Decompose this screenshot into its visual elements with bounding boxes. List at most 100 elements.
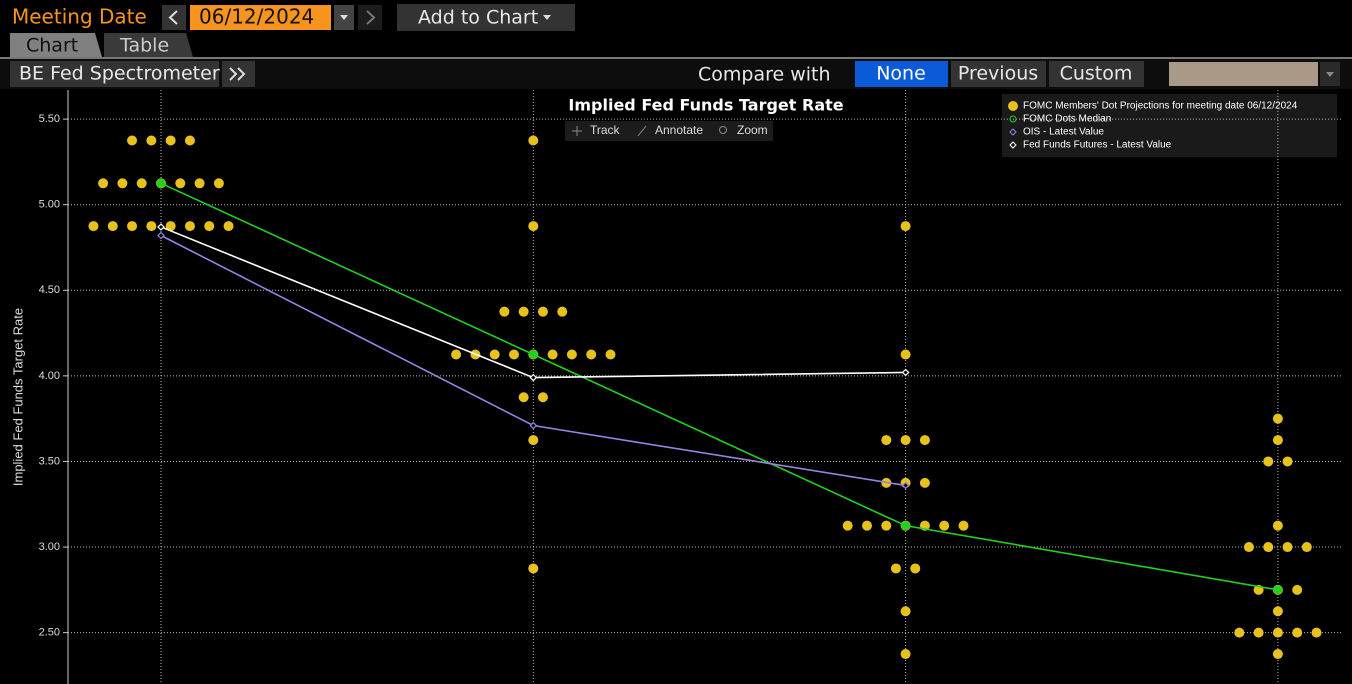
y-tick-label: 4.00	[39, 370, 60, 382]
dot	[518, 392, 529, 403]
dot	[528, 135, 539, 146]
dot	[165, 135, 176, 146]
dot	[537, 392, 548, 403]
compare-custom[interactable]	[1049, 61, 1144, 87]
dot	[107, 221, 118, 232]
dot	[900, 349, 911, 360]
dot	[213, 178, 224, 189]
y-axis-label: Implied Fed Funds Target Rate	[10, 308, 25, 486]
dot	[900, 606, 911, 617]
dropdown-icon	[1326, 72, 1334, 77]
chart: Implied Fed Funds Target Rate Implied Fe…	[10, 90, 1342, 684]
dropdown-icon	[543, 15, 551, 20]
dot	[528, 221, 539, 232]
dot	[900, 649, 911, 660]
dot	[1263, 542, 1274, 553]
dot	[842, 520, 853, 531]
date-input[interactable]	[190, 5, 331, 30]
tool-track[interactable]: Track	[590, 123, 621, 137]
legend-label: FOMC Members' Dot Projections for meetin…	[1023, 101, 1298, 112]
diamond-marker	[157, 223, 165, 231]
legend-label: OIS - Latest Value	[1023, 127, 1104, 138]
dot	[88, 221, 99, 232]
tab-chart[interactable]	[10, 33, 102, 57]
y-tick-label: 5.50	[39, 113, 60, 125]
prev-icon	[168, 10, 178, 25]
track-icon	[572, 126, 582, 136]
median-marker	[156, 178, 166, 188]
expand-icon	[229, 67, 246, 81]
dot	[900, 221, 911, 232]
function-name: BE Fed Spectrometer	[19, 63, 220, 85]
dot	[919, 435, 930, 446]
compare-option: Previous	[958, 63, 1038, 85]
y-tick-label: 3.00	[39, 541, 60, 553]
chart-toolbar	[565, 121, 773, 141]
dot	[1234, 627, 1245, 638]
dot	[223, 221, 234, 232]
diamond-marker	[901, 481, 910, 490]
dot	[1282, 542, 1293, 553]
dot	[1272, 606, 1283, 617]
function-box[interactable]	[10, 61, 219, 87]
dot	[509, 349, 519, 360]
dot	[919, 477, 930, 488]
dot	[1272, 435, 1283, 446]
dot	[586, 349, 597, 360]
dot	[566, 349, 577, 360]
tab-table[interactable]	[104, 33, 193, 57]
expand-button[interactable]	[222, 61, 255, 87]
tab-label: Table	[119, 35, 169, 57]
dot	[1282, 456, 1293, 467]
legend-label: FOMC Dots Median	[1023, 114, 1111, 125]
dot	[958, 520, 969, 531]
dot	[499, 306, 510, 317]
median-marker	[528, 349, 538, 359]
dot	[528, 435, 539, 446]
add-to-chart-label: Add to Chart	[418, 7, 538, 29]
y-tick-label: 4.50	[39, 284, 60, 296]
next-button[interactable]	[358, 5, 382, 30]
dropdown-icon	[340, 15, 348, 20]
compare-option: Custom	[1060, 63, 1133, 85]
compare-previous[interactable]	[951, 61, 1046, 87]
dot	[605, 349, 616, 360]
diamond-marker	[901, 368, 910, 377]
dot	[537, 306, 548, 317]
prev-button[interactable]	[162, 5, 186, 30]
dot	[98, 178, 109, 189]
dot	[557, 306, 568, 317]
diamond-marker	[157, 231, 165, 240]
legend	[1002, 94, 1337, 157]
dot	[1253, 627, 1264, 638]
tool-annotate[interactable]: Annotate	[655, 123, 703, 137]
dot	[204, 221, 215, 232]
dot	[127, 135, 138, 146]
dot	[862, 520, 872, 531]
diamond-marker	[529, 421, 538, 430]
dot	[136, 178, 147, 189]
divider	[0, 57, 1352, 59]
date-value: 06/12/2024	[199, 5, 314, 29]
dot	[1292, 584, 1303, 595]
compare-none[interactable]	[855, 61, 948, 87]
dot	[881, 520, 892, 531]
compare-option: None	[876, 63, 926, 85]
dot	[127, 221, 138, 232]
y-tick-label: 3.50	[39, 455, 60, 467]
legend-marker	[1009, 141, 1017, 149]
dot	[165, 221, 176, 232]
custom-input[interactable]	[1169, 62, 1318, 86]
dot	[528, 563, 539, 574]
tool-zoom[interactable]: Zoom	[737, 123, 768, 137]
legend-marker	[1009, 128, 1017, 136]
tab-label: Chart	[26, 35, 78, 57]
median-marker	[901, 521, 911, 531]
dot	[890, 563, 901, 574]
zoom-icon	[719, 126, 727, 134]
dot	[1272, 520, 1283, 531]
diamond-marker	[529, 373, 538, 382]
dot	[117, 178, 128, 189]
dot	[184, 135, 195, 146]
legend-label: Fed Funds Futures - Latest Value	[1023, 140, 1172, 151]
